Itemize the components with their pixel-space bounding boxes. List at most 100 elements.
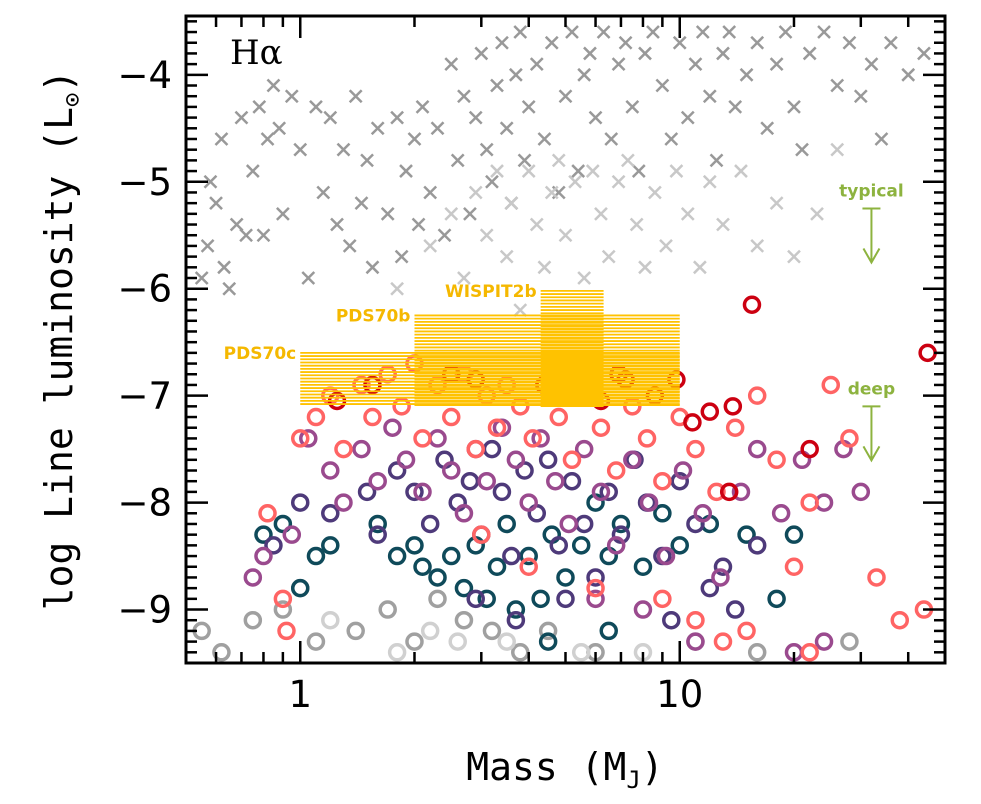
data-point-cross xyxy=(463,206,477,221)
data-point-circle xyxy=(556,589,575,609)
data-point-circle xyxy=(497,632,516,651)
data-point-circle xyxy=(606,461,626,480)
data-point-cross xyxy=(769,196,784,211)
data-point-cross xyxy=(750,239,765,253)
data-point-cross xyxy=(479,142,494,157)
data-point-cross xyxy=(266,78,281,93)
data-point-circle xyxy=(538,621,558,641)
data-point-cross xyxy=(365,260,380,275)
data-point-circle xyxy=(454,578,474,598)
x-axis-title: Mass (MJ) xyxy=(466,745,664,794)
data-point-circle xyxy=(711,568,730,587)
data-point-cross xyxy=(513,303,528,317)
data-point-cross xyxy=(275,206,290,221)
data-point-circle xyxy=(442,461,461,480)
data-point-circle xyxy=(387,643,407,662)
data-point-circle xyxy=(321,504,340,523)
upper-limit-label: deep xyxy=(848,379,895,399)
data-point-circle xyxy=(413,482,432,502)
data-point-cross xyxy=(468,110,483,125)
data-point-cross xyxy=(596,25,611,39)
data-point-circle xyxy=(637,429,657,448)
data-point-cross xyxy=(293,142,308,157)
data-point-circle xyxy=(731,482,751,502)
data-point-circle xyxy=(405,482,424,502)
data-point-cross xyxy=(423,239,438,253)
data-point-cross xyxy=(568,174,582,189)
data-point-circle xyxy=(611,514,631,534)
data-point-circle xyxy=(460,471,480,491)
tick-labels: 1 10 −9 −8 −7 −6 −5 −4 xyxy=(117,54,703,716)
data-point-circle xyxy=(725,600,745,619)
data-point-circle xyxy=(454,504,474,523)
data-point-cross xyxy=(209,196,223,211)
data-point-circle xyxy=(653,504,672,523)
data-point-circle xyxy=(840,632,859,651)
data-point-circle xyxy=(413,429,432,448)
data-point-circle xyxy=(511,643,530,662)
data-point-cross xyxy=(659,239,673,253)
data-point-cross xyxy=(629,217,644,232)
data-point-circle xyxy=(506,600,526,619)
data-point-cross xyxy=(430,121,445,136)
data-point-circle xyxy=(747,536,767,555)
data-point-circle xyxy=(299,429,318,448)
data-point-circle xyxy=(519,493,538,512)
data-point-circle xyxy=(243,610,263,630)
data-point-cross xyxy=(450,153,465,168)
data-point-circle xyxy=(477,589,496,609)
data-point-circle xyxy=(396,450,416,470)
data-point-circle xyxy=(363,407,382,427)
data-point-circle xyxy=(851,482,871,502)
y-axis-title: log Line luminosity (L⊙) xyxy=(37,70,86,611)
data-point-cross xyxy=(394,249,409,264)
data-point-cross xyxy=(917,46,931,61)
upper-limit-arrow xyxy=(862,207,881,265)
data-point-circle xyxy=(519,557,538,577)
data-point-cross xyxy=(354,196,369,211)
data-point-cross xyxy=(620,153,635,168)
data-point-circle xyxy=(571,643,591,662)
data-point-cross xyxy=(864,57,879,72)
data-point-circle xyxy=(277,621,296,641)
data-point-cross xyxy=(601,249,616,264)
data-point-cross xyxy=(901,67,916,82)
data-point-cross xyxy=(558,228,573,243)
data-point-cross xyxy=(693,260,707,275)
data-point-circle xyxy=(556,568,575,587)
data-point-circle xyxy=(562,471,582,491)
data-point-circle xyxy=(477,471,496,491)
data-point-cross xyxy=(655,78,670,93)
data-point-cross xyxy=(728,100,743,114)
data-point-cross xyxy=(577,271,592,285)
data-point-cross xyxy=(407,132,422,146)
data-point-circle xyxy=(387,461,407,480)
data-point-cross xyxy=(709,153,724,168)
data-point-circle xyxy=(670,536,689,555)
data-point-cross xyxy=(468,185,483,200)
data-point-cross xyxy=(229,217,244,232)
data-point-circle xyxy=(378,600,397,619)
data-point-cross xyxy=(479,228,494,243)
data-point-circle xyxy=(321,610,340,630)
data-point-cross xyxy=(787,249,801,264)
data-point-cross xyxy=(495,35,509,50)
data-point-cross xyxy=(647,185,662,200)
data-point-circle xyxy=(742,295,762,314)
data-point-cross xyxy=(239,228,253,243)
observed-band xyxy=(414,314,680,406)
data-point-circle xyxy=(747,439,767,459)
data-point-circle xyxy=(420,514,440,534)
data-point-circle xyxy=(767,450,786,470)
data-point-circle xyxy=(538,632,558,651)
data-point-circle xyxy=(633,557,653,577)
data-point-circle xyxy=(531,589,550,609)
data-point-circle xyxy=(559,514,579,534)
data-point-circle xyxy=(747,386,767,405)
data-point-circle xyxy=(368,514,387,534)
data-point-circle xyxy=(683,413,702,432)
data-point-cross xyxy=(537,260,552,275)
data-point-cross xyxy=(252,100,267,114)
data-point-circle xyxy=(387,546,407,566)
data-point-circle xyxy=(448,632,467,651)
